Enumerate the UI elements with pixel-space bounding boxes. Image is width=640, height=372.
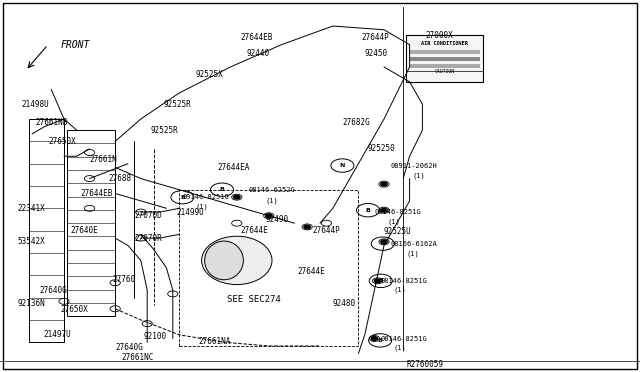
Text: 27760: 27760 bbox=[112, 275, 135, 283]
Circle shape bbox=[374, 279, 381, 283]
Text: (1): (1) bbox=[394, 287, 406, 294]
Text: B: B bbox=[220, 187, 225, 192]
Text: R2760059: R2760059 bbox=[406, 360, 444, 369]
Circle shape bbox=[304, 225, 310, 229]
Text: 53542X: 53542X bbox=[17, 237, 45, 246]
Bar bbox=[406, 35, 483, 82]
Circle shape bbox=[266, 214, 272, 218]
Text: (1): (1) bbox=[413, 172, 426, 179]
Text: 27661NC: 27661NC bbox=[122, 353, 154, 362]
Text: 09146-8251G: 09146-8251G bbox=[182, 194, 229, 200]
Text: 08166-6162A: 08166-6162A bbox=[390, 241, 437, 247]
Text: 27644EB: 27644EB bbox=[80, 189, 113, 198]
Text: 27070D: 27070D bbox=[134, 211, 162, 220]
Text: 92490: 92490 bbox=[266, 215, 289, 224]
Text: 92450: 92450 bbox=[365, 49, 388, 58]
Text: 27644E: 27644E bbox=[298, 267, 325, 276]
Text: 27644E: 27644E bbox=[240, 226, 268, 235]
Text: B: B bbox=[378, 338, 383, 343]
Bar bbox=[410, 57, 480, 61]
Bar bbox=[29, 119, 64, 342]
Text: 27640G: 27640G bbox=[115, 343, 143, 352]
Text: 27644P: 27644P bbox=[362, 33, 389, 42]
Text: 27640G: 27640G bbox=[40, 286, 67, 295]
Bar bbox=[67, 130, 115, 316]
Text: 21499U: 21499U bbox=[176, 208, 204, 217]
Text: 27644P: 27644P bbox=[312, 226, 340, 235]
Text: 27688: 27688 bbox=[109, 174, 132, 183]
Text: 08911-2062H: 08911-2062H bbox=[390, 163, 437, 169]
Bar bbox=[410, 64, 480, 68]
Text: 27682G: 27682G bbox=[342, 118, 370, 127]
Circle shape bbox=[381, 208, 387, 212]
Text: 92136N: 92136N bbox=[17, 299, 45, 308]
Text: 27644EA: 27644EA bbox=[218, 163, 250, 172]
Text: 27070R: 27070R bbox=[134, 234, 162, 243]
Text: 92525R: 92525R bbox=[163, 100, 191, 109]
Text: 22341X: 22341X bbox=[17, 204, 45, 213]
Text: AIR CONDITIONER: AIR CONDITIONER bbox=[421, 41, 468, 46]
Circle shape bbox=[381, 182, 387, 186]
Text: 21498U: 21498U bbox=[21, 100, 49, 109]
Text: 27661N: 27661N bbox=[90, 155, 117, 164]
Text: FRONT: FRONT bbox=[61, 40, 90, 49]
Text: 08146-8251G: 08146-8251G bbox=[381, 278, 428, 284]
Text: 08146-8251G: 08146-8251G bbox=[374, 209, 421, 215]
Circle shape bbox=[234, 195, 240, 199]
Text: B: B bbox=[378, 278, 383, 283]
Text: (1): (1) bbox=[387, 218, 400, 225]
Text: (1): (1) bbox=[406, 250, 419, 257]
Text: 27640E: 27640E bbox=[70, 226, 98, 235]
Circle shape bbox=[381, 240, 387, 244]
Text: (1): (1) bbox=[394, 344, 406, 351]
Text: (1): (1) bbox=[195, 203, 208, 210]
Text: 08146-6252G: 08146-6252G bbox=[248, 187, 295, 193]
Text: 92100: 92100 bbox=[144, 332, 167, 341]
Text: 27650X: 27650X bbox=[61, 305, 88, 314]
Text: 92480: 92480 bbox=[333, 299, 356, 308]
Text: 92525X: 92525X bbox=[195, 70, 223, 79]
Text: 92525U: 92525U bbox=[384, 227, 412, 236]
Text: 92440: 92440 bbox=[246, 49, 269, 58]
Bar bbox=[410, 50, 480, 54]
Text: 925250: 925250 bbox=[368, 144, 396, 153]
Text: CAUTION: CAUTION bbox=[435, 70, 455, 74]
Text: (1): (1) bbox=[266, 198, 278, 204]
Text: 27661NA: 27661NA bbox=[198, 337, 231, 346]
Text: 92525R: 92525R bbox=[150, 126, 178, 135]
Text: 08146-8251G: 08146-8251G bbox=[381, 336, 428, 341]
Text: SEE SEC274: SEE SEC274 bbox=[227, 295, 281, 304]
Text: B: B bbox=[365, 208, 371, 213]
Ellipse shape bbox=[202, 236, 272, 285]
Text: 27000X: 27000X bbox=[426, 31, 453, 40]
Text: N: N bbox=[340, 163, 345, 168]
Circle shape bbox=[371, 337, 378, 340]
Text: 27650X: 27650X bbox=[48, 137, 76, 146]
Text: 27661NB: 27661NB bbox=[35, 118, 68, 127]
Bar bbox=[179, 190, 358, 346]
Ellipse shape bbox=[205, 241, 243, 280]
Text: B: B bbox=[380, 241, 385, 246]
Text: 27644EB: 27644EB bbox=[240, 33, 273, 42]
Text: B: B bbox=[180, 195, 185, 200]
Text: 21497U: 21497U bbox=[44, 330, 71, 339]
